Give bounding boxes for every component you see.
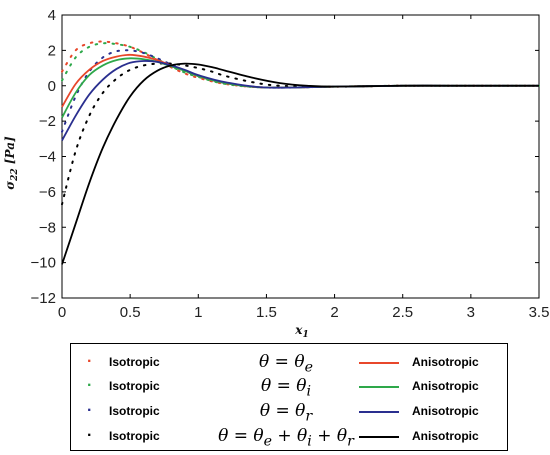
plot-frame [61,14,540,299]
x-tick-label: 0.5 [120,304,141,321]
legend-line-swatch [359,411,399,413]
stress-chart: 0 0.5 1 1.5 2 2.5 3 3.5 4 2 0 −2 −4 −6 −8 −10 −12 x1 σ22… [3,7,550,340]
legend-anisotropic-label: Anisotropic [412,379,479,393]
legend-line-swatch [359,436,399,438]
legend-row: · Isotropic θ = θr Anisotropic [71,401,507,425]
legend-line-swatch [359,362,399,364]
legend-anisotropic-label: Anisotropic [412,404,479,418]
legend-dot-marker: · [87,353,93,370]
series-isotropic-1 [61,40,540,89]
y-tick-label: 2 [48,42,56,59]
y-tick-label: −10 [31,255,56,272]
legend-dot-marker: · [87,427,93,444]
legend-row: · Isotropic θ = θe Anisotropic [71,352,507,376]
legend: · Isotropic θ = θe Anisotropic · Isotropic θ =… [70,343,508,451]
legend-dot-marker: · [87,377,93,394]
x-tick-label: 1 [194,304,202,321]
legend-row: · Isotropic θ = θi Anisotropic [71,376,507,400]
y-axis-title: σ22 [Pa] [3,136,20,190]
plot-area [61,14,540,299]
series-layer [61,40,540,265]
legend-anisotropic-label: Anisotropic [412,355,479,369]
legend-anisotropic-label: Anisotropic [412,429,479,443]
x-tick-label: 3 [467,304,475,321]
legend-line-swatch [359,386,399,388]
legend-isotropic-label: Isotropic [109,355,160,369]
axes-layer: 0 0.5 1 1.5 2 2.5 3 3.5 4 2 0 −2 −4 −6 −8 −10 −12 [31,7,550,321]
legend-theta-condition: θ = θe [259,352,313,376]
legend-theta-condition: θ = θe + θi + θr [218,426,354,450]
legend-isotropic-label: Isotropic [109,429,160,443]
legend-isotropic-label: Isotropic [109,404,160,418]
y-tick-label: 4 [48,7,56,24]
y-tick-label: −2 [39,113,56,130]
x-tick-label: 0 [58,304,66,321]
legend-dot-marker: · [87,402,93,419]
x-tick-label: 1.5 [256,304,277,321]
x-tick-label: 2 [330,304,338,321]
y-tick-label: −12 [31,290,56,307]
y-tick-label: 0 [48,78,56,95]
x-tick-label: 2.5 [392,304,413,321]
y-tick-label: −6 [39,184,56,201]
y-tick-label: −8 [39,219,56,236]
legend-row: · Isotropic θ = θe + θi + θr Anisotropic [71,426,507,450]
x-axis-title: x1 [294,323,308,340]
series-anisotropic-4 [61,62,539,265]
legend-theta-condition: θ = θi [260,376,312,400]
legend-theta-condition: θ = θr [259,401,313,425]
x-tick-label: 3.5 [529,304,550,321]
legend-isotropic-label: Isotropic [109,379,160,393]
y-tick-label: −4 [39,149,56,166]
